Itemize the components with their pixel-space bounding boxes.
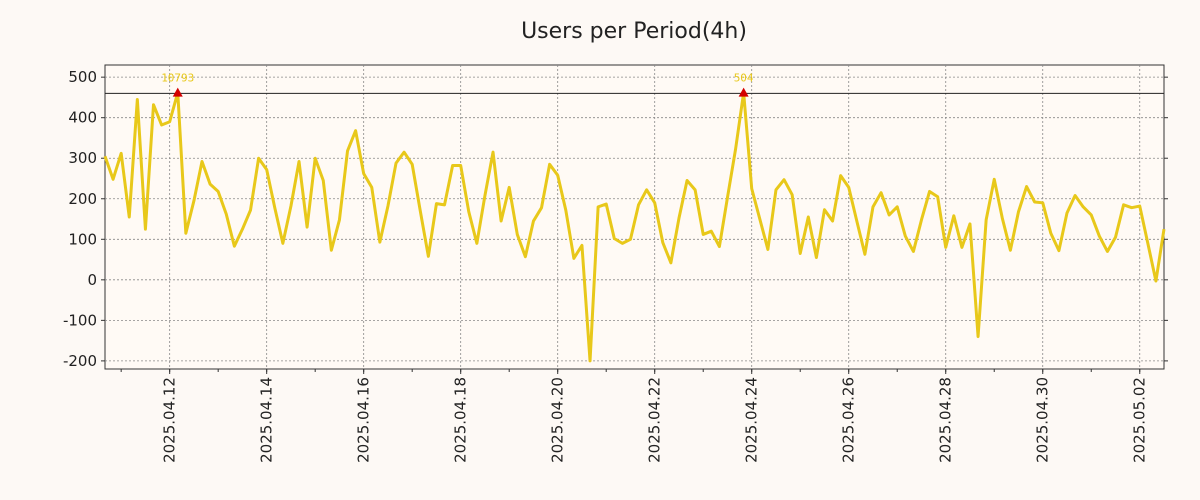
peak-marker [172, 87, 183, 97]
peak-label: 504 [734, 72, 754, 85]
y-tick-label: 500 [68, 68, 97, 86]
x-tick-label: 2025.04.22 [646, 377, 664, 463]
y-tick-label: -200 [63, 352, 97, 370]
x-tick-label: 2025.04.28 [937, 377, 955, 463]
y-tick-label: 300 [68, 149, 97, 167]
x-tick-label: 2025.04.18 [452, 377, 470, 463]
x-tick-label: 2025.05.02 [1131, 377, 1149, 463]
series-group [103, 91, 1166, 363]
grid-lines [105, 65, 1164, 369]
y-tick-label: 400 [68, 109, 97, 127]
x-tick-label: 2025.04.14 [258, 377, 276, 463]
x-tick-label: 2025.04.26 [840, 377, 858, 463]
y-tick-label: -100 [63, 311, 97, 329]
y-axis: -200 -100 0 100 200 300 400 500 [63, 68, 1168, 370]
series-line [103, 91, 1166, 363]
y-tick-label: 100 [68, 230, 97, 248]
x-axis: 2025.04.12 2025.04.14 2025.04.16 2025.04.18… [120, 369, 1149, 463]
peak-markers: 10793 504 [161, 72, 754, 97]
y-tick-label: 200 [68, 190, 97, 208]
x-tick-label: 2025.04.16 [355, 377, 373, 463]
x-tick-label: 2025.04.24 [743, 377, 761, 463]
x-tick-label: 2025.04.20 [549, 377, 567, 463]
y-tick-label: 0 [87, 271, 97, 289]
peak-label: 10793 [161, 72, 194, 85]
x-tick-label: 2025.04.30 [1034, 377, 1052, 463]
chart-title: Users per Period(4h) [521, 19, 747, 44]
peak-marker [738, 87, 749, 97]
x-tick-label: 2025.04.12 [161, 377, 179, 463]
